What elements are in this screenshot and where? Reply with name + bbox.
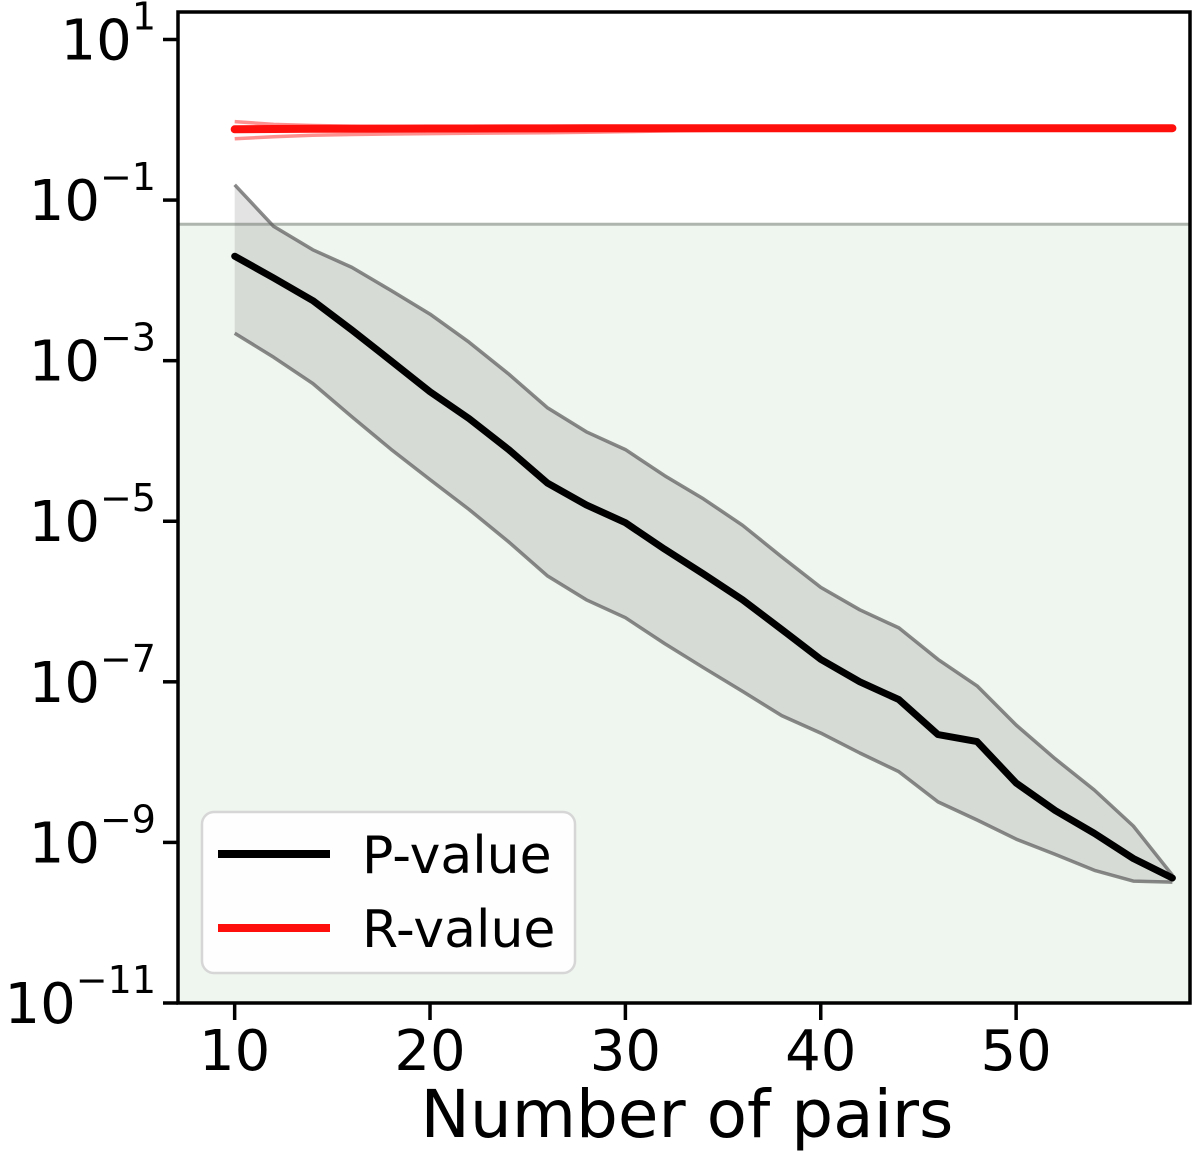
legend-label: P-value xyxy=(362,826,552,886)
data-lines xyxy=(230,124,1177,882)
x-tick-label: 30 xyxy=(590,1019,661,1084)
y-tick-label: 10−5 xyxy=(29,476,156,555)
p-value-band-upper-edge xyxy=(233,183,1174,877)
y-tick-label: 10−7 xyxy=(29,637,156,716)
y-tick-label: 10−3 xyxy=(29,316,156,395)
x-tick-label: 10 xyxy=(199,1019,270,1084)
x-tick-label: 40 xyxy=(785,1019,856,1084)
plot-border xyxy=(176,10,1192,1005)
r-value-line xyxy=(230,124,1177,134)
y-tick-label: 101 xyxy=(61,0,156,73)
x-axis-ticks: 10 20 30 40 50 xyxy=(199,1003,1052,1084)
y-tick-label: 10−9 xyxy=(29,797,156,876)
y-tick-label: 10−1 xyxy=(29,155,156,234)
legend: P-value R-value xyxy=(200,810,577,975)
y-tick-label: 10−11 xyxy=(5,958,156,1037)
x-axis-label: Number of pairs xyxy=(421,1076,954,1153)
axes-frame xyxy=(176,10,1192,1005)
y-axis-ticks: 101 10−1 10−3 10−5 10−7 10−9 10−11 xyxy=(5,0,178,1037)
legend-label: R-value xyxy=(362,900,555,960)
p-value-band-lower-edge xyxy=(233,331,1173,884)
p-value-line xyxy=(231,252,1176,882)
p-value-confidence-band xyxy=(234,184,1173,883)
x-tick-label: 20 xyxy=(394,1019,465,1084)
x-tick-label: 50 xyxy=(980,1019,1051,1084)
